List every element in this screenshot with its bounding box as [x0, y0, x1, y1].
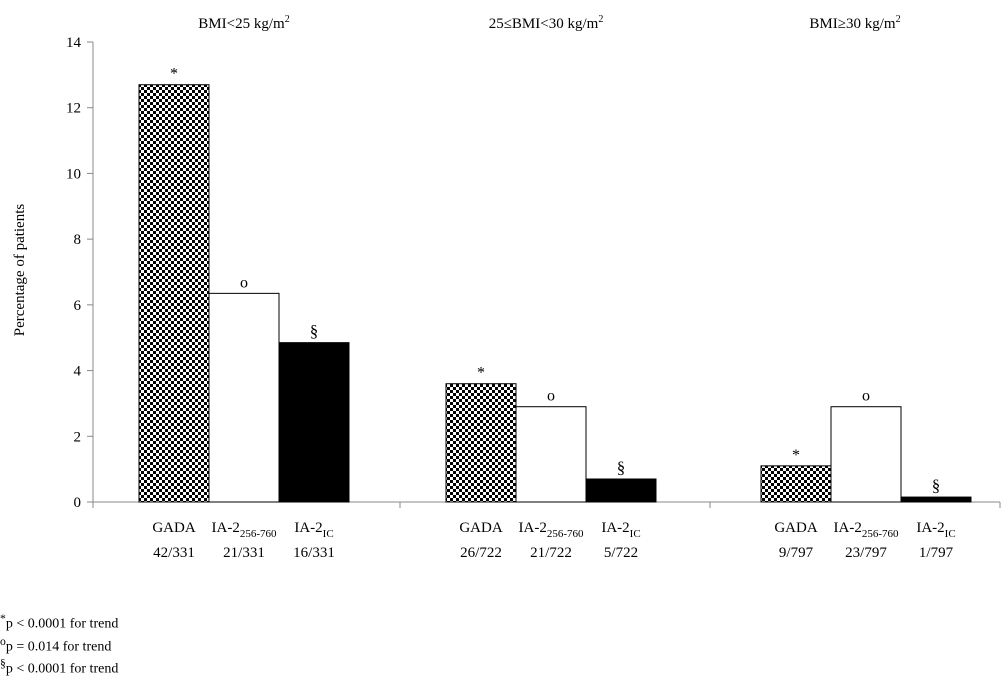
count-label: 9/797 [779, 545, 814, 561]
y-axis-label: Percentage of patients [12, 204, 28, 337]
significance-marker: § [932, 476, 941, 495]
group-title: 25≤BMI<30 kg/m2 [489, 14, 604, 32]
category-label: GADA [774, 520, 817, 536]
significance-marker: * [170, 66, 178, 83]
category-label: GADA [152, 520, 195, 536]
y-tick-label: 4 [74, 364, 82, 380]
significance-marker: o [547, 388, 555, 405]
bar [515, 406, 587, 503]
group-title: BMI<25 kg/m2 [198, 14, 289, 32]
significance-marker: § [617, 458, 626, 477]
bar [830, 406, 902, 503]
y-tick-label: 10 [66, 166, 81, 182]
category-label: IA-2256-760 [834, 520, 899, 540]
bars [138, 84, 972, 503]
count-label: 1/797 [919, 545, 954, 561]
significance-marker: o [862, 388, 870, 405]
y-tick-label: 14 [66, 35, 82, 51]
group-title: BMI≥30 kg/m2 [809, 14, 900, 32]
count-label: 21/722 [530, 545, 572, 561]
bar [208, 292, 280, 503]
bar [278, 342, 350, 503]
significance-marker: * [792, 447, 800, 464]
count-label: 42/331 [153, 545, 195, 561]
bar [138, 84, 210, 503]
y-tick-label: 12 [66, 101, 81, 117]
y-tick-label: 6 [74, 298, 82, 314]
bar [585, 478, 657, 503]
footnote-2: op = 0.014 for trend [0, 634, 112, 655]
category-label: IA-2IC [294, 520, 333, 540]
footnote-3: §p < 0.0001 for trend [0, 657, 119, 677]
significance-marker: * [477, 365, 485, 382]
category-label: IA-2256-760 [212, 520, 277, 540]
bar [760, 465, 832, 503]
footnotes: *p < 0.0001 for trend op = 0.014 for tre… [0, 610, 118, 678]
category-label: IA-2IC [916, 520, 955, 540]
category-label: GADA [459, 520, 502, 536]
bar [445, 383, 517, 503]
y-tick-label: 0 [74, 495, 82, 511]
labels: BMI<25 kg/m2 * GADA 42/331 o IA-2256-760 21/33… [152, 14, 955, 561]
count-label: 26/722 [460, 545, 502, 561]
category-label: IA-2IC [601, 520, 640, 540]
count-label: 21/331 [223, 545, 265, 561]
footnote-1: *p < 0.0001 for trend [0, 612, 119, 632]
y-tick-label: 8 [74, 232, 82, 248]
count-label: 23/797 [845, 545, 887, 561]
y-tick-label: 2 [74, 429, 82, 445]
category-label: IA-2256-760 [519, 520, 584, 540]
significance-marker: o [240, 274, 248, 291]
count-label: 5/722 [604, 545, 638, 561]
significance-marker: § [310, 322, 319, 341]
bar-chart: 0 2 4 6 8 10 12 14 Percentage of patients BMI<25… [12, 14, 1001, 561]
count-label: 16/331 [293, 545, 335, 561]
bar [900, 496, 972, 503]
